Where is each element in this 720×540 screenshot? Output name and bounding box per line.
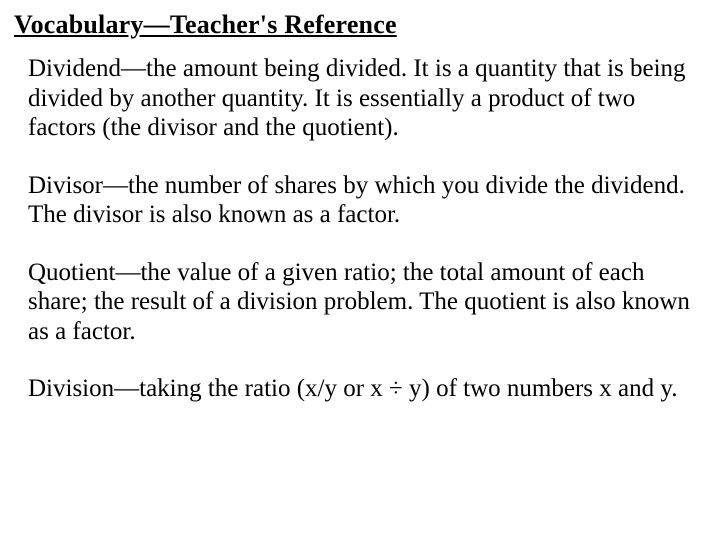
paragraph-divisor: Divisor—the number of shares by which yo…: [28, 171, 702, 230]
paragraph-dividend: Dividend—the amount being divided. It is…: [28, 54, 702, 143]
document-page: Vocabulary—Teacher's Reference Dividend—…: [0, 0, 720, 414]
body-text: Dividend—the amount being divided. It is…: [14, 54, 702, 404]
page-title: Vocabulary—Teacher's Reference: [14, 10, 702, 40]
paragraph-division: Division—taking the ratio (x/y or x ÷ y)…: [28, 374, 702, 404]
paragraph-quotient: Quotient—the value of a given ratio; the…: [28, 258, 702, 347]
